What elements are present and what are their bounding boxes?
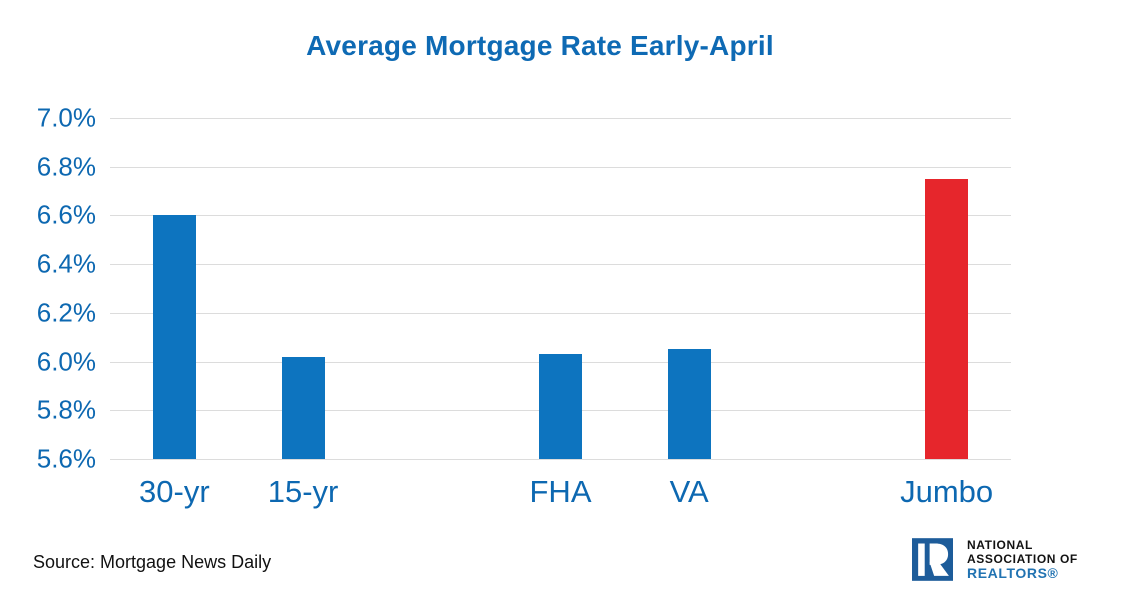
- y-tick-label: 5.6%: [36, 443, 96, 474]
- gridline: [110, 166, 1011, 168]
- realtor-r-icon: [912, 538, 953, 581]
- x-tick-label-30-yr: 30-yr: [139, 474, 210, 509]
- x-tick-label-jumbo: Jumbo: [900, 474, 994, 509]
- y-tick-label: 5.8%: [36, 394, 96, 425]
- y-tick-label: 7.0%: [36, 102, 96, 133]
- nar-logo-text: NATIONAL ASSOCIATION OF REALTORS®: [967, 538, 1078, 581]
- nar-logo: NATIONAL ASSOCIATION OF REALTORS®: [912, 538, 1078, 581]
- logo-line-3: REALTORS®: [967, 565, 1059, 581]
- gridline: [110, 312, 1011, 314]
- plot-area: [110, 118, 1011, 460]
- y-tick-label: 6.8%: [36, 151, 96, 182]
- gridline: [110, 459, 1011, 460]
- gridline: [110, 264, 1011, 266]
- x-tick-label-va: VA: [669, 474, 709, 509]
- bar-jumbo: [925, 178, 969, 459]
- logo-line-1: NATIONAL: [967, 538, 1033, 552]
- y-tick-label: 6.4%: [36, 248, 96, 279]
- y-tick-label: 6.2%: [36, 297, 96, 328]
- logo-line-2: ASSOCIATION OF: [967, 551, 1078, 566]
- bar-va: [667, 349, 711, 459]
- y-tick-label: 6.0%: [36, 346, 96, 377]
- x-tick-label-fha: FHA: [529, 474, 592, 509]
- bar-fha: [539, 354, 582, 459]
- x-tick-label-15-yr: 15-yr: [267, 474, 339, 509]
- y-tick-label: 6.6%: [36, 199, 96, 230]
- bar-30-yr: [152, 215, 196, 459]
- chart-title: Average Mortgage Rate Early-April: [306, 30, 774, 61]
- bar-15-yr: [281, 356, 325, 459]
- gridline: [110, 215, 1011, 217]
- source-note: Source: Mortgage News Daily: [33, 552, 272, 572]
- gridline: [110, 118, 1011, 119]
